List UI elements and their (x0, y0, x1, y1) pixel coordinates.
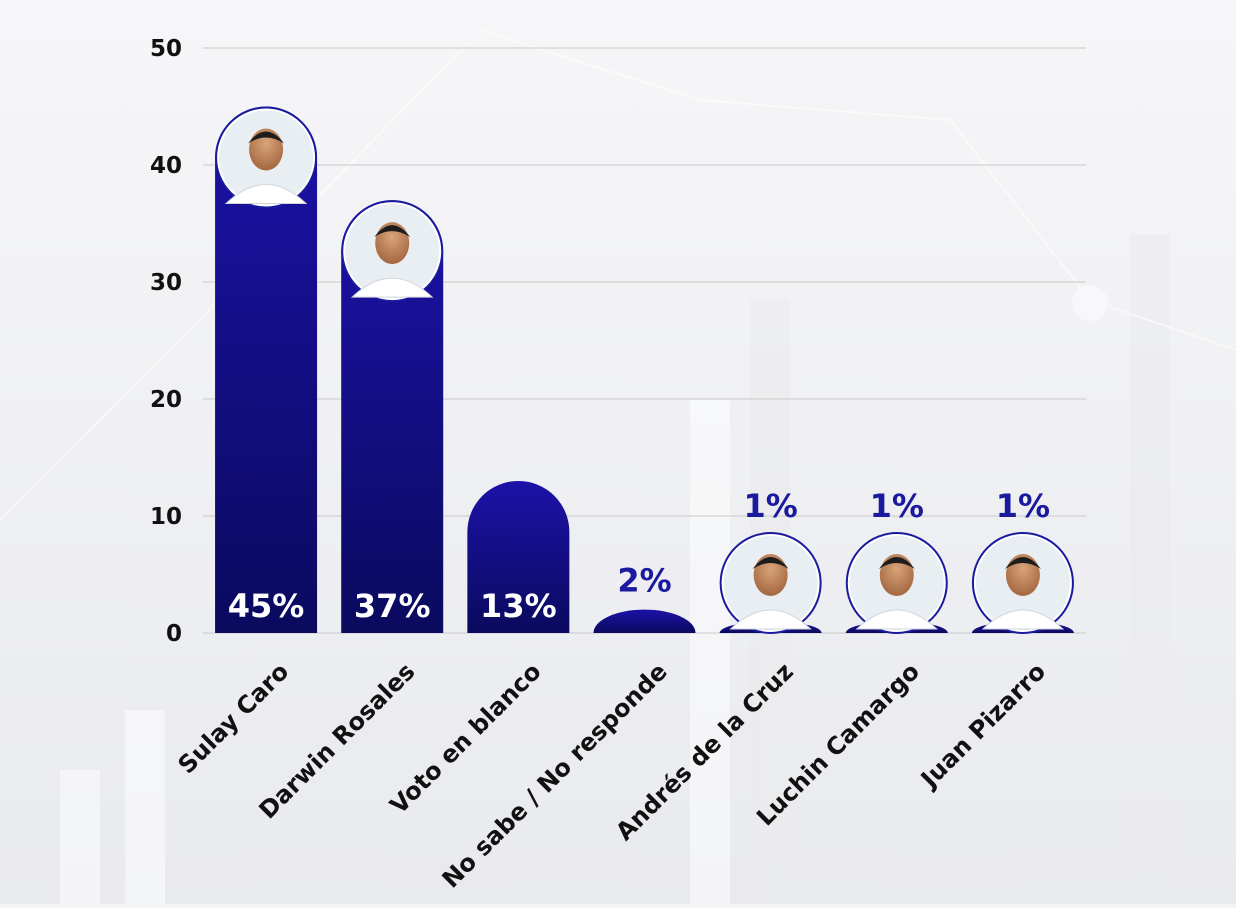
value-label: 45% (228, 587, 305, 625)
y-axis-ticks: 0 10 20 30 40 50 (150, 36, 182, 647)
value-label: 1% (996, 487, 1050, 525)
candidate-photo (971, 532, 1074, 634)
candidate-photo (719, 532, 822, 634)
y-tick-label: 50 (150, 36, 182, 62)
candidate-photo (341, 200, 444, 303)
value-label: 1% (743, 487, 797, 525)
value-label: 37% (354, 587, 431, 625)
candidate-photo (215, 106, 318, 209)
bar (341, 200, 444, 633)
y-tick-label: 20 (150, 387, 182, 413)
value-label: 13% (480, 587, 557, 625)
bar (215, 106, 318, 633)
value-label: 2% (617, 562, 671, 600)
bar (593, 609, 696, 633)
candidate-photos (215, 106, 1074, 634)
y-tick-label: 0 (166, 621, 182, 647)
candidate-photo (845, 532, 948, 634)
bars (215, 106, 1074, 633)
value-labels: 45% 37% 13% 2% 1% 1% 1% (228, 487, 1050, 625)
bar (467, 480, 570, 633)
y-tick-label: 10 (150, 504, 182, 530)
y-tick-label: 30 (150, 270, 182, 296)
y-tick-label: 40 (150, 153, 182, 179)
value-label: 1% (870, 487, 924, 525)
